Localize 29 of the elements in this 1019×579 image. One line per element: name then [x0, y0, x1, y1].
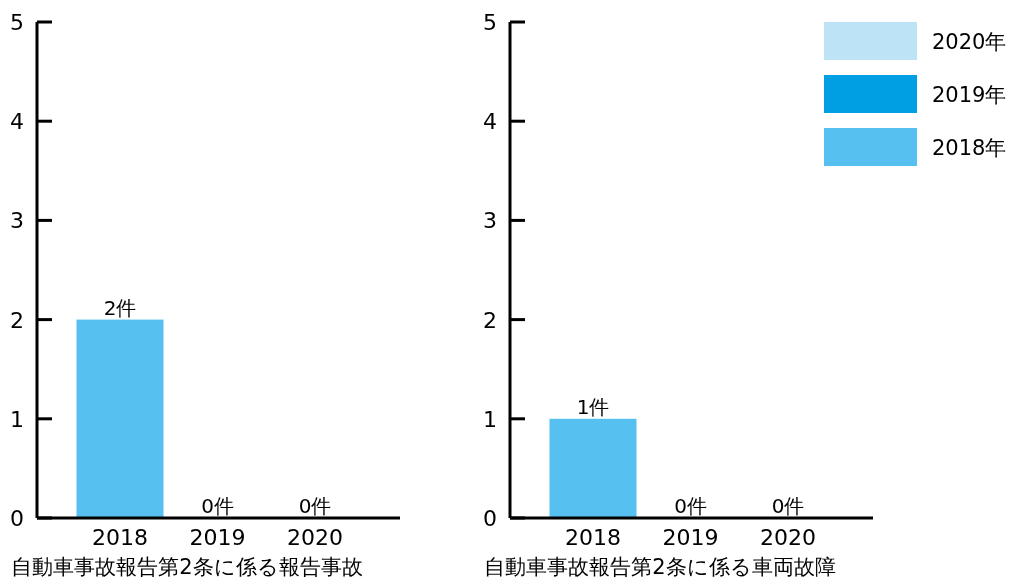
x-tick-label: 2020: [760, 525, 816, 550]
y-tick-label: 4: [483, 109, 497, 135]
y-tick-label: 2: [483, 307, 497, 333]
legend-label: 2018年: [932, 136, 1007, 160]
y-tick-label: 2: [10, 307, 24, 333]
x-axis-title: 自動車事故報告第2条に係る報告事故: [11, 555, 363, 579]
y-tick-label: 1: [10, 406, 24, 432]
y-tick-label: 5: [483, 10, 497, 35]
y-tick-label: 0: [483, 506, 497, 531]
legend-label: 2020年: [932, 30, 1007, 54]
y-tick-label: 4: [10, 109, 24, 135]
data-label: 0件: [201, 494, 234, 518]
x-tick-label: 2020: [287, 525, 343, 550]
data-label: 2件: [103, 295, 137, 320]
x-axis-title: 自動車事故報告第2条に係る車両故障: [484, 555, 836, 579]
y-tick-label: 0: [10, 506, 24, 531]
x-tick-label: 2019: [662, 525, 719, 550]
y-tick-label: 5: [10, 10, 24, 35]
y-tick-label: 1: [483, 406, 497, 432]
data-label: 1件: [576, 394, 610, 419]
data-label: 0件: [298, 494, 332, 518]
x-tick-label: 2018: [565, 525, 621, 550]
legend-label: 2019年: [932, 83, 1007, 107]
data-label: 0件: [771, 494, 805, 518]
y-tick-label: 3: [10, 208, 24, 234]
x-tick-label: 2019: [189, 525, 246, 550]
data-label: 0件: [674, 494, 707, 518]
x-tick-label: 2018: [92, 525, 148, 550]
y-tick-label: 3: [483, 208, 497, 234]
